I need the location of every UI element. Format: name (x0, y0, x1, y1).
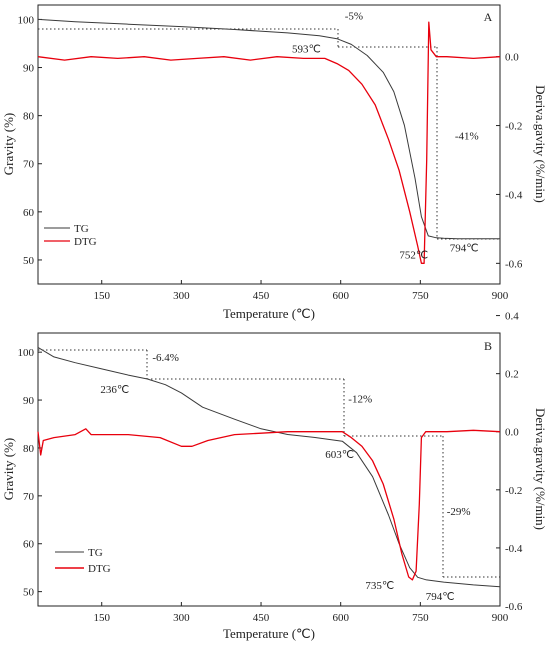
panel-a-y-right-tick-label-2: -0.2 (505, 121, 522, 133)
panel-b-y-right-tick-label-0: -0.6 (505, 601, 523, 613)
panel-b-y-left-tick-label-1: 60 (23, 539, 35, 551)
panel-b-y-left-tick-label-5: 100 (18, 347, 35, 359)
panel-a-series (37, 18, 501, 264)
panel-a-y-left-tick-label-4: 90 (23, 63, 35, 75)
panel-b-y-right-title: Deriva.gravity (%/min) (533, 408, 548, 530)
panel-a-annotation-1: 593℃ (292, 44, 321, 56)
panel-b-x-tick-label-2: 450 (253, 612, 270, 624)
panel-a-y-left-tick-label-0: 50 (23, 255, 35, 267)
panel-b-y-right-tick-label-2: -0.2 (505, 485, 522, 497)
panel-b-annotation-0: -6.4% (152, 352, 179, 364)
panel-b-x-tick-label-0: 150 (93, 612, 110, 624)
panel-b-threshold-lines (38, 349, 500, 578)
panel-b-x-axis-title: Temperature (℃) (223, 626, 315, 641)
panel-a-x-axis-title: Temperature (℃) (223, 306, 315, 321)
panel-b-y-right-tick-label-3: 0.0 (505, 427, 519, 439)
panel-b-y-left-tick-label-0: 50 (23, 587, 35, 599)
panel-a-x-tick-label-2: 450 (253, 290, 270, 302)
panel-a-plot-frame (37, 4, 501, 285)
panel-b-letter: B (484, 339, 492, 353)
panel-b-y-left-title: Gravity (%) (1, 438, 16, 500)
panel-a-y-left-title: Gravity (%) (1, 113, 16, 175)
panel-a-annotation-4: -41% (455, 131, 479, 143)
panel-a-annotation-0: -5% (345, 11, 363, 23)
panel-b-y-left-tick-label-2: 70 (23, 491, 35, 503)
panel-a-y-left-tick-label-5: 100 (18, 14, 35, 26)
panel-a-legend: TG DTG (44, 223, 97, 248)
panel-a-legend-dtg-label: DTG (74, 236, 97, 248)
panel-b-annotation-1: 236℃ (100, 384, 129, 396)
panel-a-threshold-lines (38, 28, 500, 240)
panel-a-x-tick-label-3: 600 (332, 290, 349, 302)
panel-a-y-left-tick-label-2: 70 (23, 159, 35, 171)
panel-a-legend-tg-label: TG (74, 223, 89, 235)
panel-b-legend-tg-label: TG (88, 547, 103, 559)
panel-a-y-right-tick-label-0: -0.6 (505, 258, 523, 270)
panel-b-annotations: -6.4% 236℃ -12% 603℃ -29% 735℃ 794℃ (100, 352, 470, 603)
panel-b-y-left-tick-label-3: 80 (23, 443, 35, 455)
panel-b-annotation-5: 735℃ (365, 580, 394, 592)
panel-a-annotations: -5% 593℃ 752℃ 794℃ -41% (292, 11, 479, 262)
panel-b-y-right-tick-label-1: -0.4 (505, 543, 523, 555)
panel-b-tg-line (37, 346, 501, 588)
panel-b-x-tick-label-5: 900 (492, 612, 509, 624)
panel-b-legend-dtg-label: DTG (88, 563, 111, 575)
panel-b-x-tick-label-3: 600 (332, 612, 349, 624)
panel-a-x-tick-label-5: 900 (492, 290, 509, 302)
panel-b-annotation-6: 794℃ (426, 591, 455, 603)
panel-a-chart: A 150 300 450 600 750 900 50 60 70 80 90 100 -0.6 -0.… (1, 4, 548, 321)
panel-b-x-tick-label-1: 300 (173, 612, 190, 624)
panel-a-y-left-tick-label-3: 80 (23, 111, 35, 123)
panel-b-annotation-2: -12% (348, 394, 372, 406)
panel-b-legend: TG DTG (55, 547, 111, 575)
panel-a-y-right-title: Deriva.gavity (%/min) (533, 85, 548, 203)
panel-a-letter: A (484, 10, 493, 24)
panel-b-dtg-line (37, 428, 501, 581)
panel-a-y-right-tick-label-1: -0.4 (505, 189, 523, 201)
panel-a-y-left-tick-label-1: 60 (23, 207, 35, 219)
panel-a-y-right-tick-label-3: 0.0 (505, 52, 519, 64)
panel-b-annotation-4: -29% (447, 506, 471, 518)
panel-a-annotation-3: 794℃ (450, 242, 479, 254)
panel-a-x-tick-label-0: 150 (93, 290, 110, 302)
panel-b-annotation-3: 603℃ (325, 449, 354, 461)
panel-b-plot-frame (37, 332, 501, 607)
panel-b-series (37, 346, 501, 588)
panel-b-y-left-tick-label-4: 90 (23, 395, 35, 407)
panel-b-ticks: 150 300 450 600 750 900 50 60 70 80 90 100 -0.6 -0.4 -… (18, 311, 523, 624)
panel-b-y-right-tick-label-4: 0.2 (505, 369, 519, 381)
panel-a-x-tick-label-4: 750 (412, 290, 429, 302)
panel-a-dtg-line (37, 21, 501, 264)
panel-a-annotation-2: 752℃ (399, 250, 428, 262)
panel-a-tg-line (37, 18, 500, 240)
panel-b-x-tick-label-4: 750 (412, 612, 429, 624)
panel-b-y-right-tick-label-5: 0.4 (505, 311, 519, 323)
panel-a-ticks: 150 300 450 600 750 900 50 60 70 80 90 100 -0.6 -0.4 -… (18, 14, 523, 302)
panel-b-chart: B 150 300 450 600 750 900 50 60 70 80 90 100 -0.6 -0.… (1, 311, 548, 641)
panel-a-x-tick-label-1: 300 (173, 290, 190, 302)
